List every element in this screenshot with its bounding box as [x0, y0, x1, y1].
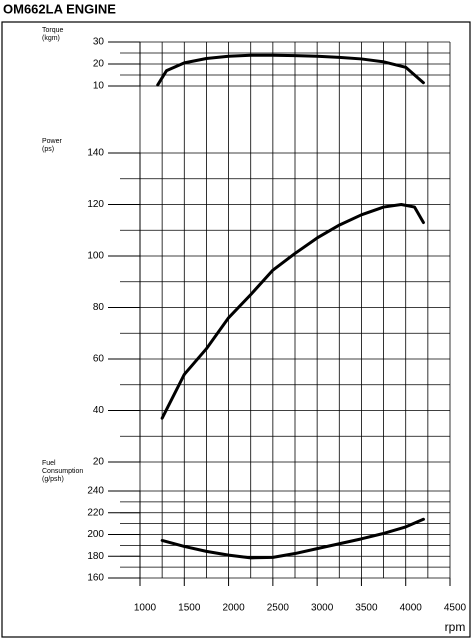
y-tick-label: 180 — [87, 551, 104, 562]
y-axis-label: Fuel — [42, 460, 56, 467]
x-tick-label: 1000 — [134, 603, 157, 614]
y-axis-label: (kgm) — [42, 35, 60, 42]
y-tick-label: 80 — [93, 302, 105, 313]
x-tick-label: 4500 — [444, 603, 467, 614]
y-tick-label: 220 — [87, 507, 104, 518]
data-line — [160, 517, 425, 560]
x-tick-label: 2000 — [222, 603, 245, 614]
data-line — [160, 203, 425, 420]
frame — [1, 21, 471, 638]
x-tick-label: 4000 — [400, 603, 423, 614]
y-tick-label: 160 — [87, 573, 104, 584]
x-tick-label: 3500 — [355, 603, 378, 614]
y-axis-label: (g/psh) — [42, 476, 64, 483]
y-axis-label: Consumption — [42, 468, 83, 475]
y-tick-label: 100 — [87, 251, 104, 262]
data-line — [156, 53, 425, 87]
y-axis-label: (ps) — [42, 146, 54, 153]
y-tick-label: 60 — [93, 354, 105, 365]
y-tick-label: 40 — [93, 405, 105, 416]
y-axis-label: Power — [42, 138, 63, 145]
y-tick-label: 20 — [93, 59, 105, 70]
y-tick-label: 120 — [87, 199, 104, 210]
y-axis-label: Torque — [42, 27, 64, 34]
y-tick-label: 200 — [87, 529, 104, 540]
y-tick-label: 30 — [93, 37, 105, 48]
x-tick-label: 2500 — [267, 603, 290, 614]
y-tick-label: 240 — [87, 486, 104, 497]
y-tick-label: 140 — [87, 148, 104, 159]
x-tick-label: 3000 — [311, 603, 334, 614]
y-tick-label: 10 — [93, 81, 105, 92]
x-tick-label: 1500 — [178, 603, 201, 614]
y-tick-label: 20 — [93, 457, 105, 468]
chart-title: OM662LA ENGINE — [3, 1, 116, 16]
x-axis-label: rpm — [445, 620, 466, 634]
